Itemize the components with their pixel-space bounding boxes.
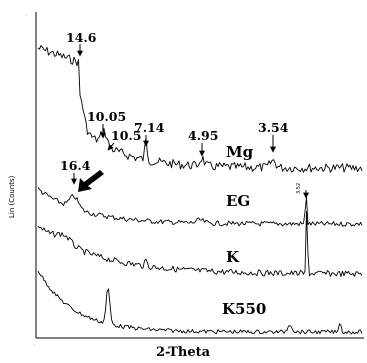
series-label-k: K bbox=[226, 248, 240, 266]
peak-label-3-54: 3.54 bbox=[258, 120, 289, 135]
peak-label-14-6: 14.6 bbox=[66, 30, 97, 45]
trace-mg bbox=[37, 45, 363, 173]
series-label-k550: K550 bbox=[222, 300, 266, 318]
peak-label-7-14: 7.14 bbox=[134, 120, 165, 135]
peak-label-3-52: 3.52 bbox=[296, 183, 302, 194]
y-axis-title: Lin (Counts) bbox=[8, 175, 16, 218]
x-axis-title: 2-Theta bbox=[156, 345, 211, 360]
peak-label-10-05: 10.05 bbox=[87, 109, 126, 124]
trace-k550 bbox=[37, 270, 363, 335]
traces-group bbox=[37, 45, 363, 335]
peak-arrow-10-5 bbox=[107, 142, 115, 151]
y-tick-label-top: · bbox=[26, 13, 27, 18]
series-label-eg: EG bbox=[226, 192, 250, 210]
trace-eg bbox=[37, 187, 363, 227]
x-tick-label-start: · bbox=[34, 342, 35, 347]
trace-k bbox=[37, 210, 363, 277]
eg-pointer-arrow bbox=[78, 170, 104, 192]
series-label-mg: Mg bbox=[226, 143, 254, 161]
peak-label-4-95: 4.95 bbox=[188, 128, 218, 143]
peak-label-10-5: 10.5 bbox=[111, 128, 141, 143]
peak-label-16-4: 16.4 bbox=[60, 158, 91, 173]
